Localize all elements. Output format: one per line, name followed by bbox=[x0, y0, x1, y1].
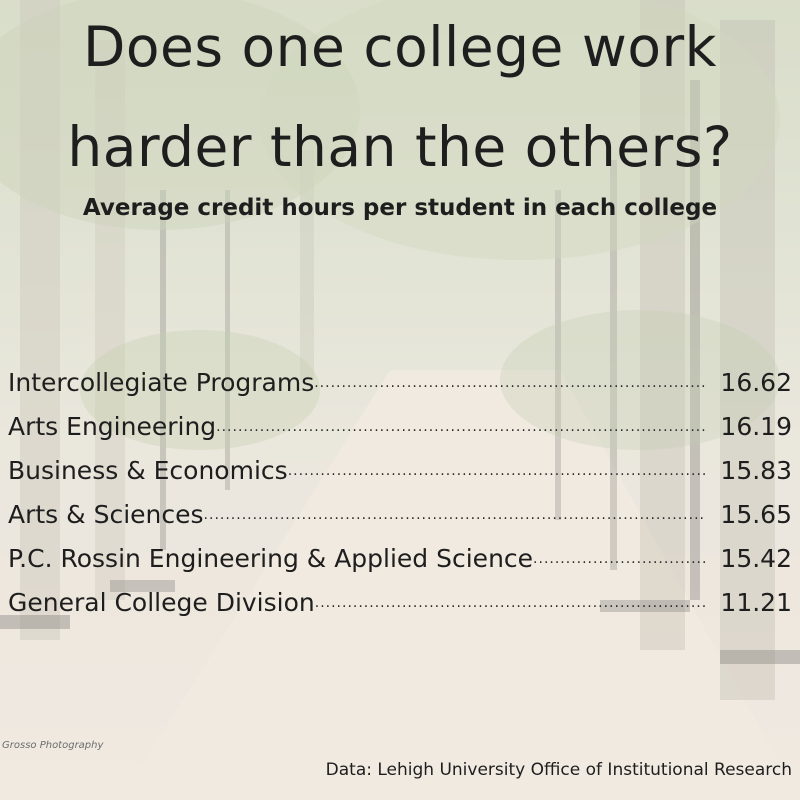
leader-dots: ........................................… bbox=[203, 507, 707, 523]
credit-hours-value: 15.65 bbox=[720, 500, 792, 529]
leader-dots: ........................................… bbox=[287, 463, 707, 479]
college-row: Arts Engineering........................… bbox=[8, 399, 792, 441]
college-row: Intercollegiate Programs................… bbox=[8, 355, 792, 397]
subtitle: Average credit hours per student in each… bbox=[82, 195, 718, 221]
credit-hours-value: 15.42 bbox=[720, 544, 792, 573]
college-row: General College Division................… bbox=[8, 575, 792, 617]
college-name: Business & Economics bbox=[8, 456, 288, 485]
college-name: General College Division bbox=[8, 588, 315, 617]
title-line-1: Does one college work bbox=[83, 15, 717, 79]
data-source: Data: Lehigh University Office of Instit… bbox=[325, 760, 792, 780]
college-name: Arts Engineering bbox=[8, 412, 217, 441]
college-row: P.C. Rossin Engineering & Applied Scienc… bbox=[8, 531, 792, 573]
title-line-2: harder than the others? bbox=[67, 115, 733, 179]
leader-dots: ........................................… bbox=[533, 551, 706, 567]
credit-hours-value: 16.62 bbox=[720, 368, 792, 397]
credit-hours-value: 16.19 bbox=[720, 412, 792, 441]
credit-hours-value: 11.21 bbox=[720, 588, 792, 617]
college-name: Intercollegiate Programs bbox=[8, 368, 315, 397]
college-row: Business & Economics....................… bbox=[8, 443, 792, 485]
leader-dots: ........................................… bbox=[314, 595, 707, 611]
leader-dots: ........................................… bbox=[314, 375, 707, 391]
college-name: P.C. Rossin Engineering & Applied Scienc… bbox=[8, 544, 534, 573]
photo-credit: Grosso Photography bbox=[2, 740, 104, 751]
college-name: Arts & Sciences bbox=[8, 500, 204, 529]
college-row: Arts & Sciences.........................… bbox=[8, 487, 792, 529]
leader-dots: ........................................… bbox=[216, 419, 707, 435]
credit-hours-value: 15.83 bbox=[720, 456, 792, 485]
